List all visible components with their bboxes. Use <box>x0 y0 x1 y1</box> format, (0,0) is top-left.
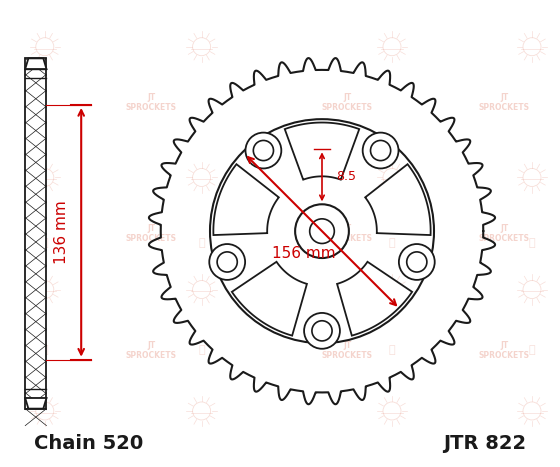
Polygon shape <box>337 262 412 336</box>
Text: JT
SPROCKETS: JT SPROCKETS <box>321 224 373 243</box>
Text: JT
SPROCKETS: JT SPROCKETS <box>478 341 530 360</box>
Circle shape <box>209 244 245 280</box>
Text: 156 mm: 156 mm <box>272 246 336 261</box>
Text: JT
SPROCKETS: JT SPROCKETS <box>125 341 177 360</box>
Text: 爿: 爿 <box>529 345 535 355</box>
Text: JT
SPROCKETS: JT SPROCKETS <box>321 93 373 112</box>
Circle shape <box>245 133 281 169</box>
Text: 爿: 爿 <box>198 238 205 248</box>
Circle shape <box>399 244 435 280</box>
Text: 136 mm: 136 mm <box>54 200 69 264</box>
Polygon shape <box>25 58 46 69</box>
Text: JT
SPROCKETS: JT SPROCKETS <box>478 93 530 112</box>
Text: 爿: 爿 <box>41 238 48 248</box>
Polygon shape <box>365 164 431 235</box>
Circle shape <box>363 133 399 169</box>
Polygon shape <box>25 398 46 409</box>
Text: 爿: 爿 <box>389 238 395 248</box>
Text: 爿: 爿 <box>198 345 205 355</box>
Text: 8.5: 8.5 <box>336 170 356 184</box>
Polygon shape <box>284 122 360 180</box>
Text: 爿: 爿 <box>389 345 395 355</box>
Text: Chain 520: Chain 520 <box>34 434 143 453</box>
Text: JT
SPROCKETS: JT SPROCKETS <box>125 93 177 112</box>
Circle shape <box>304 313 340 349</box>
Text: 爿: 爿 <box>529 238 535 248</box>
Text: JT
SPROCKETS: JT SPROCKETS <box>321 341 373 360</box>
Polygon shape <box>213 164 279 235</box>
Text: JT
SPROCKETS: JT SPROCKETS <box>478 224 530 243</box>
Polygon shape <box>232 262 307 336</box>
Text: JTR 822: JTR 822 <box>444 434 526 453</box>
Text: 爿: 爿 <box>41 345 48 355</box>
Bar <box>25 58 46 409</box>
Circle shape <box>295 204 349 258</box>
Circle shape <box>310 219 334 243</box>
Text: JT
SPROCKETS: JT SPROCKETS <box>125 224 177 243</box>
